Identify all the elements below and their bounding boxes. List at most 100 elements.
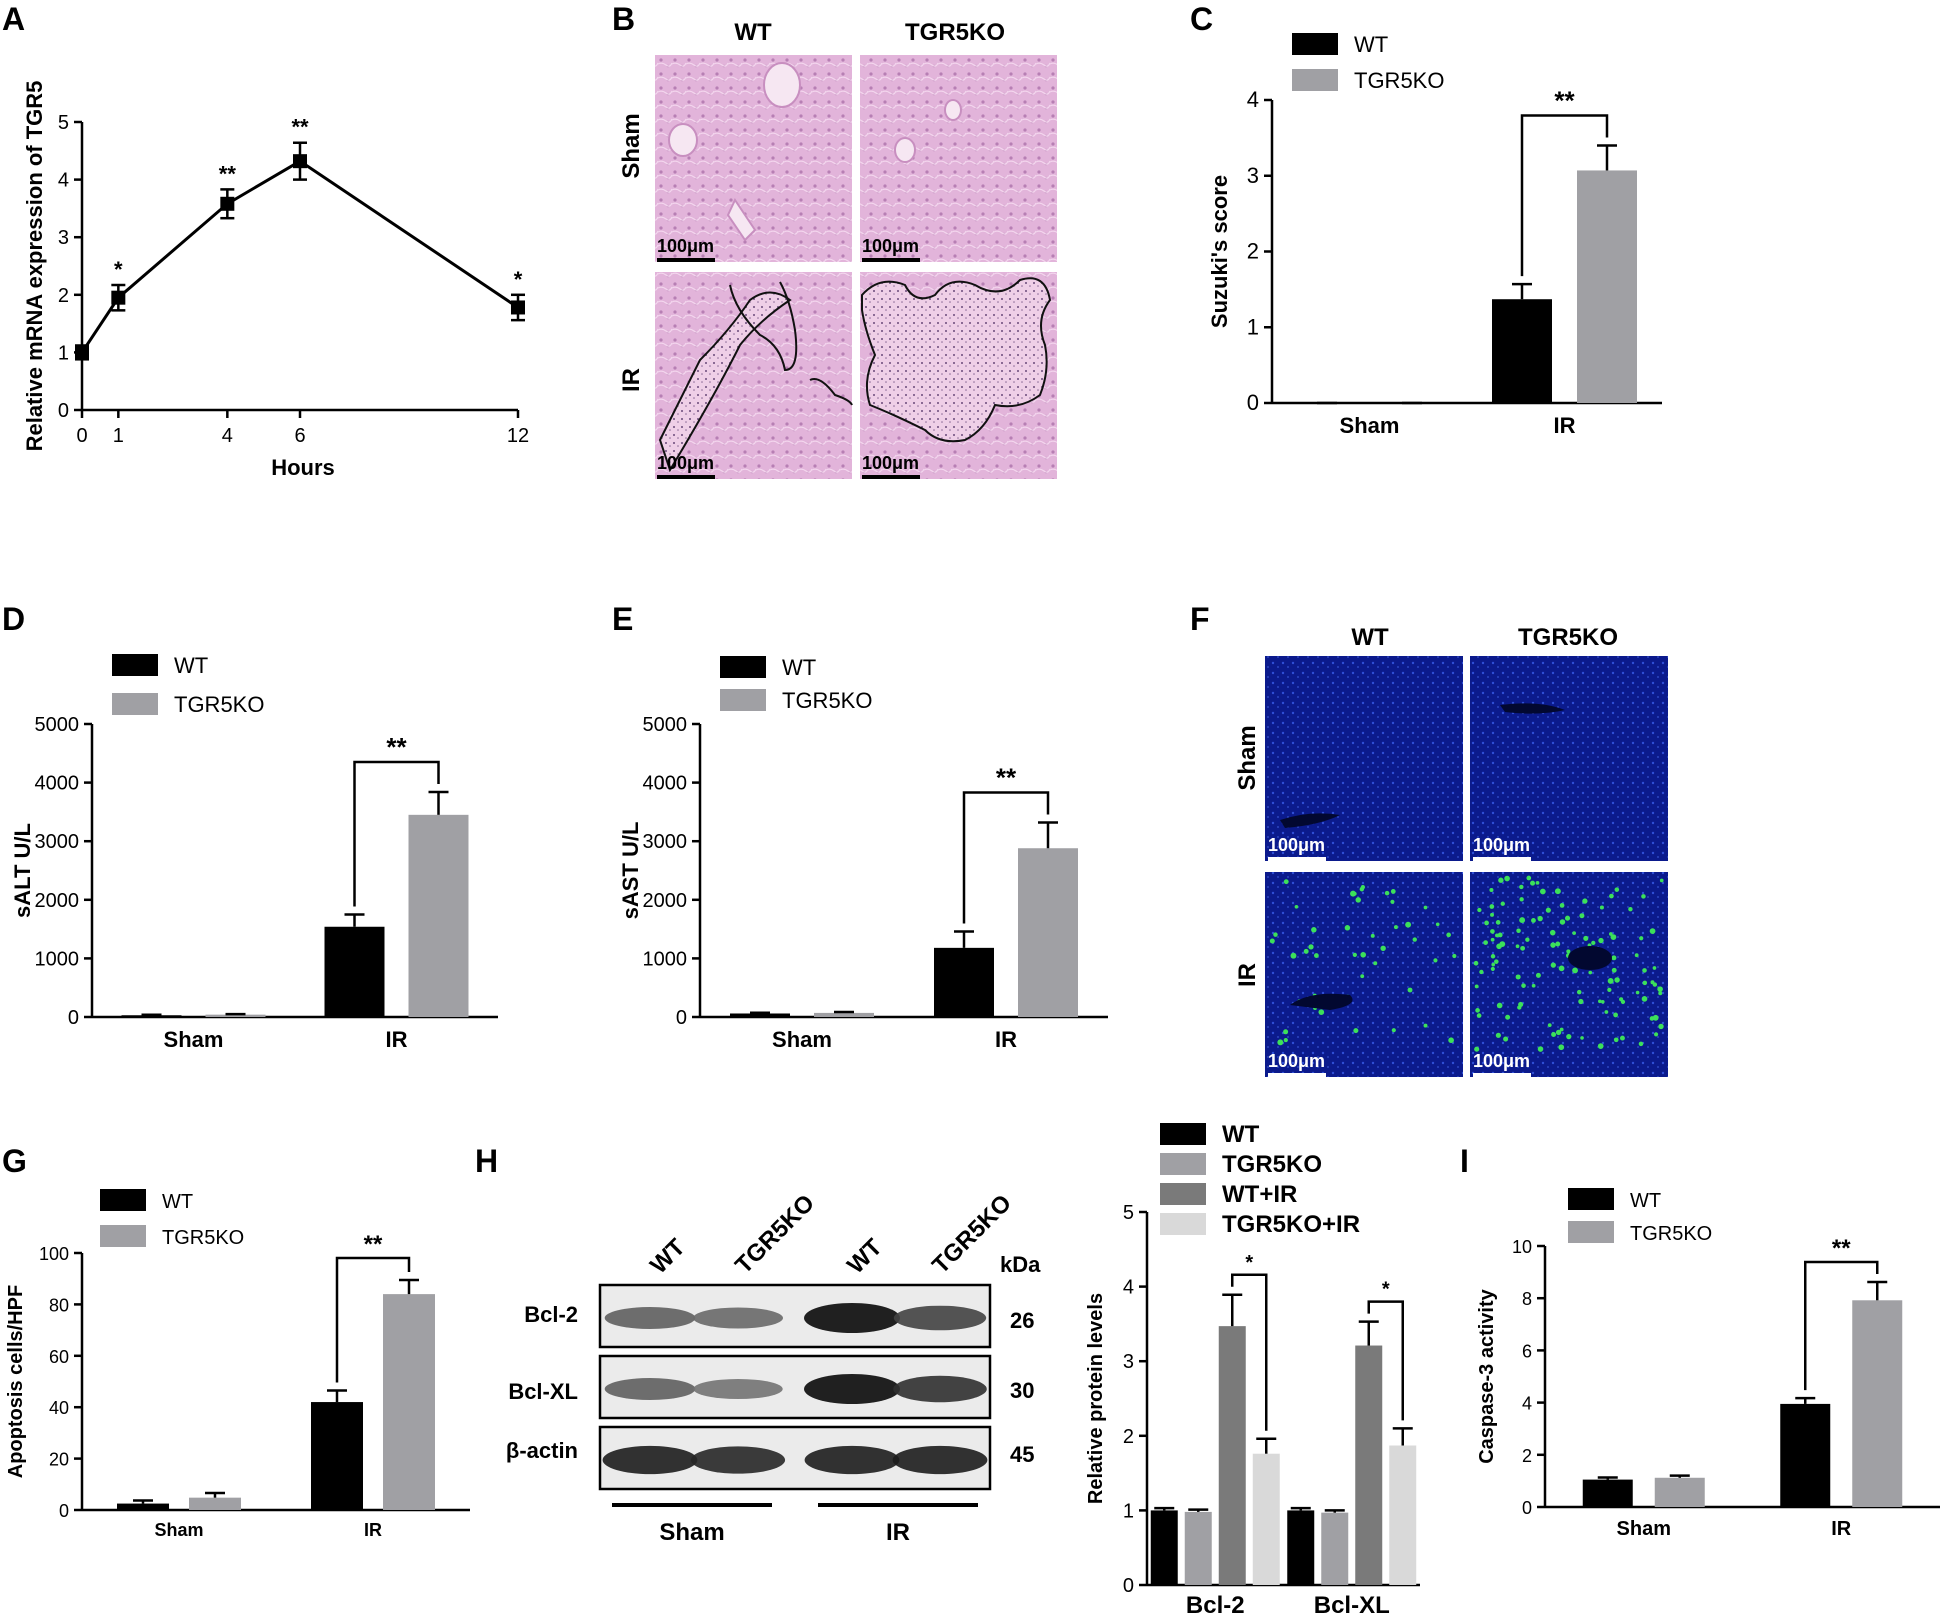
tunel-positive-cell <box>1373 961 1378 966</box>
blot-band <box>693 1378 783 1400</box>
y-tick-label: 1 <box>58 342 69 364</box>
tunel-positive-cell <box>1653 1032 1659 1037</box>
tunel-positive-cell <box>1283 879 1289 885</box>
tunel-positive-cell <box>1490 954 1496 959</box>
x-tick-label: 6 <box>294 425 305 447</box>
legend-label: WT <box>174 653 208 678</box>
tunel-positive-cell <box>1515 974 1521 980</box>
tunel-positive-cell <box>1611 955 1617 961</box>
bar-wt <box>934 947 994 1017</box>
y-tick-label: 4 <box>58 170 69 192</box>
he-vessel <box>763 62 801 108</box>
tunel-positive-cell <box>1308 944 1314 950</box>
tunel-positive-cell <box>1530 880 1536 886</box>
scale-bar-label: 100μm <box>1473 835 1530 855</box>
significance-bracket <box>1367 1300 1404 1421</box>
panel-label-g: G <box>2 1143 27 1179</box>
scale-bar <box>862 258 920 262</box>
y-tick-label: 3000 <box>35 831 80 853</box>
tunel-positive-cell <box>1613 1012 1619 1018</box>
tunel-positive-cell <box>1490 912 1494 917</box>
y-tick-label: 4 <box>1123 1277 1134 1299</box>
blot-band <box>893 1375 987 1403</box>
tunel-image-ko-sham <box>1470 656 1668 861</box>
tunel-positive-cell <box>1591 940 1596 946</box>
tunel-image-ko-ir <box>1470 872 1668 1077</box>
y-axis-title: Apoptosis cells/HPF <box>5 1285 27 1478</box>
tunel-positive-cell <box>1277 1039 1284 1046</box>
tunel-positive-cell <box>1407 987 1413 993</box>
legend-label: WT <box>782 655 816 680</box>
blot-kda-value: 45 <box>1010 1442 1034 1467</box>
y-tick-label: 20 <box>49 1450 69 1470</box>
panel-label-a: A <box>2 1 25 37</box>
tunel-positive-cell <box>1566 1034 1572 1040</box>
tunel-vessel <box>1280 813 1340 828</box>
tunel-positive-cell <box>1658 1023 1664 1030</box>
y-axis-title: Caspase-3 activity <box>1476 1288 1498 1463</box>
bar-tgr5ko <box>1577 170 1637 403</box>
tunel-positive-cell <box>1559 1027 1564 1032</box>
bar-wt <box>1287 1510 1315 1585</box>
tunel-positive-cell <box>1551 1031 1557 1037</box>
bar-tgr5ko <box>1321 1512 1349 1585</box>
data-point <box>75 345 89 360</box>
tunel-positive-cell <box>1384 890 1390 896</box>
tunel-positive-cell <box>1423 1023 1428 1028</box>
y-tick-label: 0 <box>68 1007 79 1029</box>
chart-d: 0 1000 2000 3000 4000 5000 sALT U/L Sham IR ** WT T… <box>10 653 498 1052</box>
bar-wt <box>121 1015 182 1017</box>
tunel-positive-cell <box>1520 945 1526 951</box>
tunel-positive-cell <box>1558 1044 1565 1051</box>
tunel-positive-cell <box>1496 1002 1503 1009</box>
tunel-positive-cell <box>1519 884 1524 890</box>
legend-swatch <box>112 693 158 715</box>
tunel-positive-cell <box>1352 952 1357 957</box>
y-tick-label: 0 <box>58 400 69 422</box>
tunel-positive-cell <box>1483 940 1488 945</box>
tunel-positive-cell <box>1269 938 1275 944</box>
y-tick-label: 3000 <box>643 831 688 853</box>
bar-tgr5ko <box>1184 1511 1212 1585</box>
bar-wt <box>1582 1479 1633 1507</box>
legend-swatch <box>720 656 766 678</box>
significance-bracket <box>1520 114 1609 277</box>
blot-lane-label: WT <box>842 1234 888 1280</box>
tunel-positive-cell <box>1448 1037 1454 1044</box>
significance-label: ** <box>219 161 237 186</box>
tunel-positive-cell <box>1555 941 1561 947</box>
blot-group-sham: Sham <box>659 1519 724 1546</box>
micro-b-col-wt: WT <box>734 19 772 46</box>
legend-label: WT <box>162 1191 193 1213</box>
tunel-positive-cell <box>1355 897 1362 903</box>
panel-label-h: H <box>475 1143 498 1179</box>
legend-label: WT <box>1354 32 1388 57</box>
data-point <box>111 290 126 305</box>
bar-wt <box>311 1402 363 1510</box>
tunel-image-wt-ir <box>1265 872 1463 1077</box>
tunel-positive-cell <box>1283 1038 1288 1043</box>
tunel-positive-cell <box>1599 905 1604 910</box>
he-necrosis-boundary <box>658 291 792 473</box>
tunel-positive-cell <box>1491 962 1496 967</box>
chart-e: 0 1000 2000 3000 4000 5000 sAST U/L Sham IR ** WT T… <box>618 655 1108 1052</box>
he-vessel <box>668 123 698 157</box>
significance-bracket <box>1804 1260 1879 1391</box>
x-category-label: IR <box>1554 413 1576 438</box>
tunel-positive-cell <box>1572 931 1576 935</box>
tunel-positive-cell <box>1642 968 1647 973</box>
legend-swatch <box>1160 1213 1206 1235</box>
tunel-positive-cell <box>1477 907 1482 913</box>
y-tick-label: 6 <box>1522 1341 1532 1361</box>
panel-label-e: E <box>612 601 633 637</box>
bar-tgr5ko <box>383 1294 435 1510</box>
data-point <box>511 300 525 315</box>
y-axis-title: sAST U/L <box>618 822 643 920</box>
tunel-positive-cell <box>1642 980 1648 986</box>
x-category-label: IR <box>1831 1518 1852 1540</box>
legend-label: WT <box>1222 1121 1260 1148</box>
tunel-positive-cell <box>1555 1029 1562 1036</box>
bar-wt <box>1780 1403 1831 1507</box>
tunel-positive-cell <box>1521 983 1526 988</box>
